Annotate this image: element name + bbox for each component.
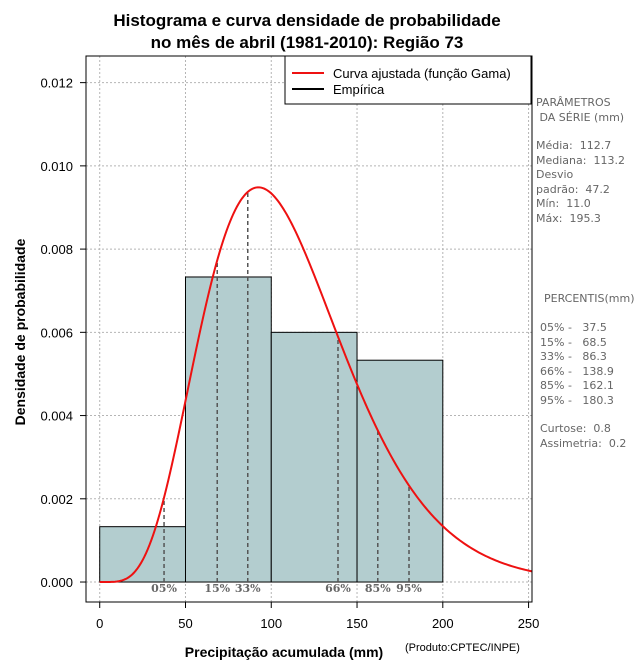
y-tick-label: 0.008 — [40, 242, 73, 257]
percentile-label: 85% — [365, 582, 391, 595]
y-axis-label: Densidade de probabilidade — [12, 238, 28, 425]
legend-box — [284, 55, 532, 105]
percentile-label: 66% — [325, 582, 351, 595]
x-tick-label: 200 — [432, 616, 454, 631]
percentiles-list: 05% - 37.5 15% - 68.5 33% - 86.3 66% - 1… — [540, 321, 614, 407]
percentiles-header: PERCENTIS(mm) — [544, 292, 635, 305]
axes: 0 50 100 150 200 250 0.000 0.002 0.004 0.006 0.008… — [40, 55, 540, 631]
y-tick-label: 0.004 — [40, 409, 73, 424]
percentile-label: 33% — [235, 582, 261, 595]
y-tick-label: 0.010 — [40, 159, 73, 174]
histogram-bar — [99, 526, 186, 583]
x-tick-label: 0 — [96, 616, 103, 631]
series-parameters: Média: 112.7 Mediana: 113.2 Desvio padrã… — [536, 139, 625, 225]
x-tick-label: 150 — [346, 616, 368, 631]
percentile-label: 95% — [396, 582, 422, 595]
y-tick-label: 0.006 — [40, 325, 73, 340]
x-tick-label: 250 — [518, 616, 540, 631]
y-tick-label: 0.012 — [40, 76, 73, 91]
percentile-label: 05% — [151, 582, 177, 595]
histogram-bar — [270, 331, 358, 583]
x-tick-label: 100 — [260, 616, 282, 631]
percentile-label: 15% — [204, 582, 230, 595]
histogram-bars — [99, 276, 444, 583]
y-tick-label: 0.002 — [40, 492, 73, 507]
series-parameters-header: PARÂMETROS DA SÉRIE (mm) — [536, 96, 625, 124]
x-axis-label: Precipitação acumulada (mm) — [185, 644, 383, 660]
chart-title-line2: no mês de abril (1981-2010): Região 73 — [151, 33, 464, 52]
gamma-fit-curve — [99, 186, 533, 584]
histogram-bar — [184, 276, 272, 583]
product-credit: (Produto:CPTEC/INPE) — [405, 642, 520, 654]
legend: Curva ajustada (função Gama) Empírica — [284, 55, 532, 105]
x-tick-label: 50 — [178, 616, 192, 631]
percentile-markers: 05% 15% 33% 66% 85% 95% — [151, 191, 422, 595]
y-tick-label: 0.000 — [40, 575, 73, 590]
legend-label-gamma: Curva ajustada (função Gama) — [333, 66, 511, 81]
legend-label-empirical: Empírica — [333, 82, 385, 97]
shape-statistics: Curtose: 0.8 Assimetria: 0.2 — [540, 422, 627, 450]
chart-title-line1: Histograma e curva densidade de probabil… — [113, 11, 500, 30]
